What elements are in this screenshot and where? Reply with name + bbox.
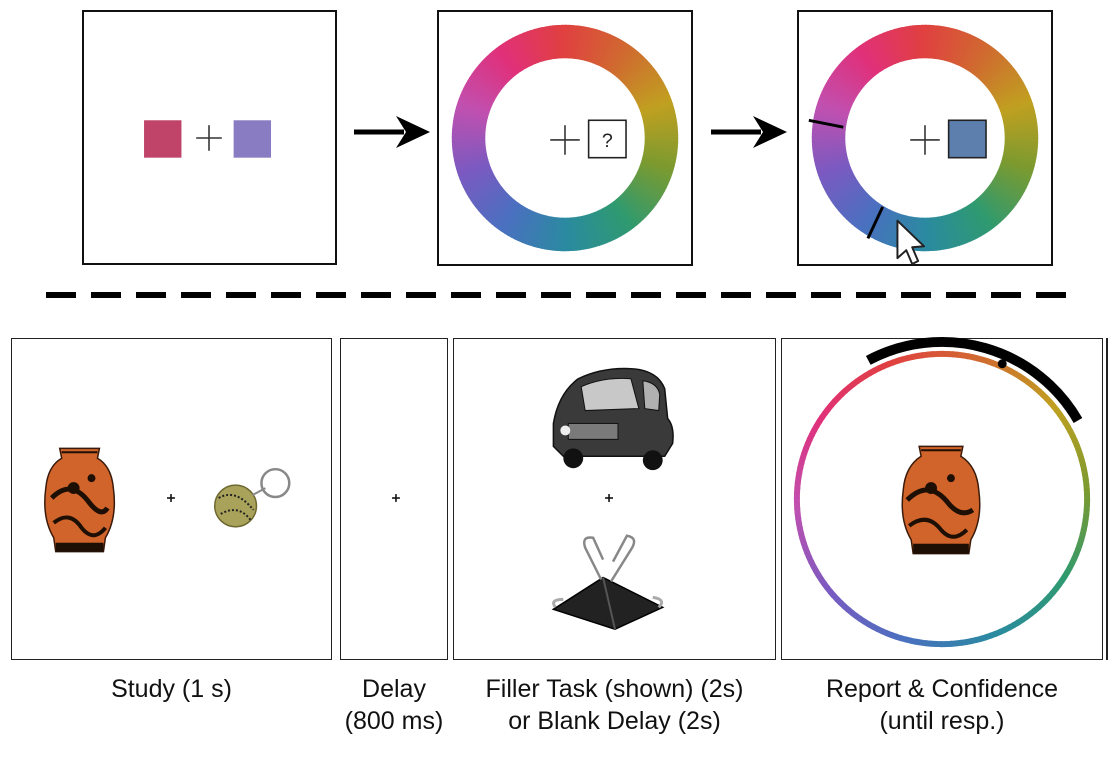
baseball-keychain-icon: [213, 467, 291, 528]
study-panel: [11, 338, 332, 660]
color-wheel-segment: [638, 95, 672, 112]
fixation-cross: [392, 494, 400, 502]
probe-box: [587, 119, 627, 159]
probe-question-mark: ?: [602, 130, 613, 152]
caption-filler: Filler Task (shown) (2s) or Blank Delay …: [453, 673, 776, 737]
caption-report-line2: (until resp.): [879, 707, 1005, 735]
binder-clip-icon: [551, 534, 665, 630]
fixation-cross: [167, 494, 175, 502]
panel-edge: [1106, 338, 1108, 660]
response-tick-mark: [808, 118, 844, 129]
top-probe-display: ?: [451, 24, 679, 252]
top-study-display: [144, 120, 272, 158]
study-color-square-right: [233, 120, 272, 158]
caption-delay-line2: (800 ms): [344, 707, 444, 735]
section-divider: [46, 292, 1075, 298]
top-study-panel: [82, 10, 337, 265]
filler-task-panel: [453, 338, 776, 660]
fixation-cross: [910, 125, 940, 155]
caption-study-text: Study (1 s): [111, 675, 232, 703]
response-marker: [997, 359, 1007, 369]
caption-delay-line1: Delay: [362, 675, 426, 703]
study-color-square-left: [144, 120, 182, 158]
response-tick-mark: [866, 206, 885, 240]
fixation-cross: [550, 125, 580, 155]
top-response-display: [808, 24, 1039, 265]
caption-filler-line2: or Blank Delay (2s): [508, 707, 721, 735]
top-probe-panel: ?: [437, 10, 693, 266]
color-wheel-segment: [998, 95, 1032, 112]
color-wheel: [451, 24, 679, 252]
caption-delay: Delay (800 ms): [330, 673, 458, 737]
caption-report-line1: Report & Confidence: [825, 675, 1059, 703]
study-display: [44, 447, 291, 553]
top-response-panel: [797, 10, 1053, 266]
color-wheel-segment: [1047, 399, 1057, 409]
mouse-pointer-icon: [896, 219, 925, 265]
fixation-cross: [605, 494, 614, 502]
right-arrow-icon: [711, 116, 787, 148]
vase-icon: [44, 447, 116, 553]
delay-display: [392, 494, 400, 502]
caption-report: Report & Confidence (until resp.): [781, 673, 1103, 737]
caption-filler-line1: Filler Task (shown) (2s): [485, 675, 744, 703]
caption-study: Study (1 s): [11, 673, 332, 705]
report-panel: [781, 337, 1103, 660]
vase-icon: [901, 445, 981, 555]
response-color-swatch: [947, 119, 987, 159]
delay-panel: [340, 338, 448, 660]
report-display: [793, 337, 1091, 648]
car-icon: [552, 367, 674, 471]
fixation-cross: [196, 125, 222, 151]
confidence-arc: [865, 337, 1083, 423]
color-wheel[interactable]: [793, 350, 1091, 648]
filler-task-display: [551, 367, 674, 630]
right-arrow-icon: [354, 116, 430, 148]
